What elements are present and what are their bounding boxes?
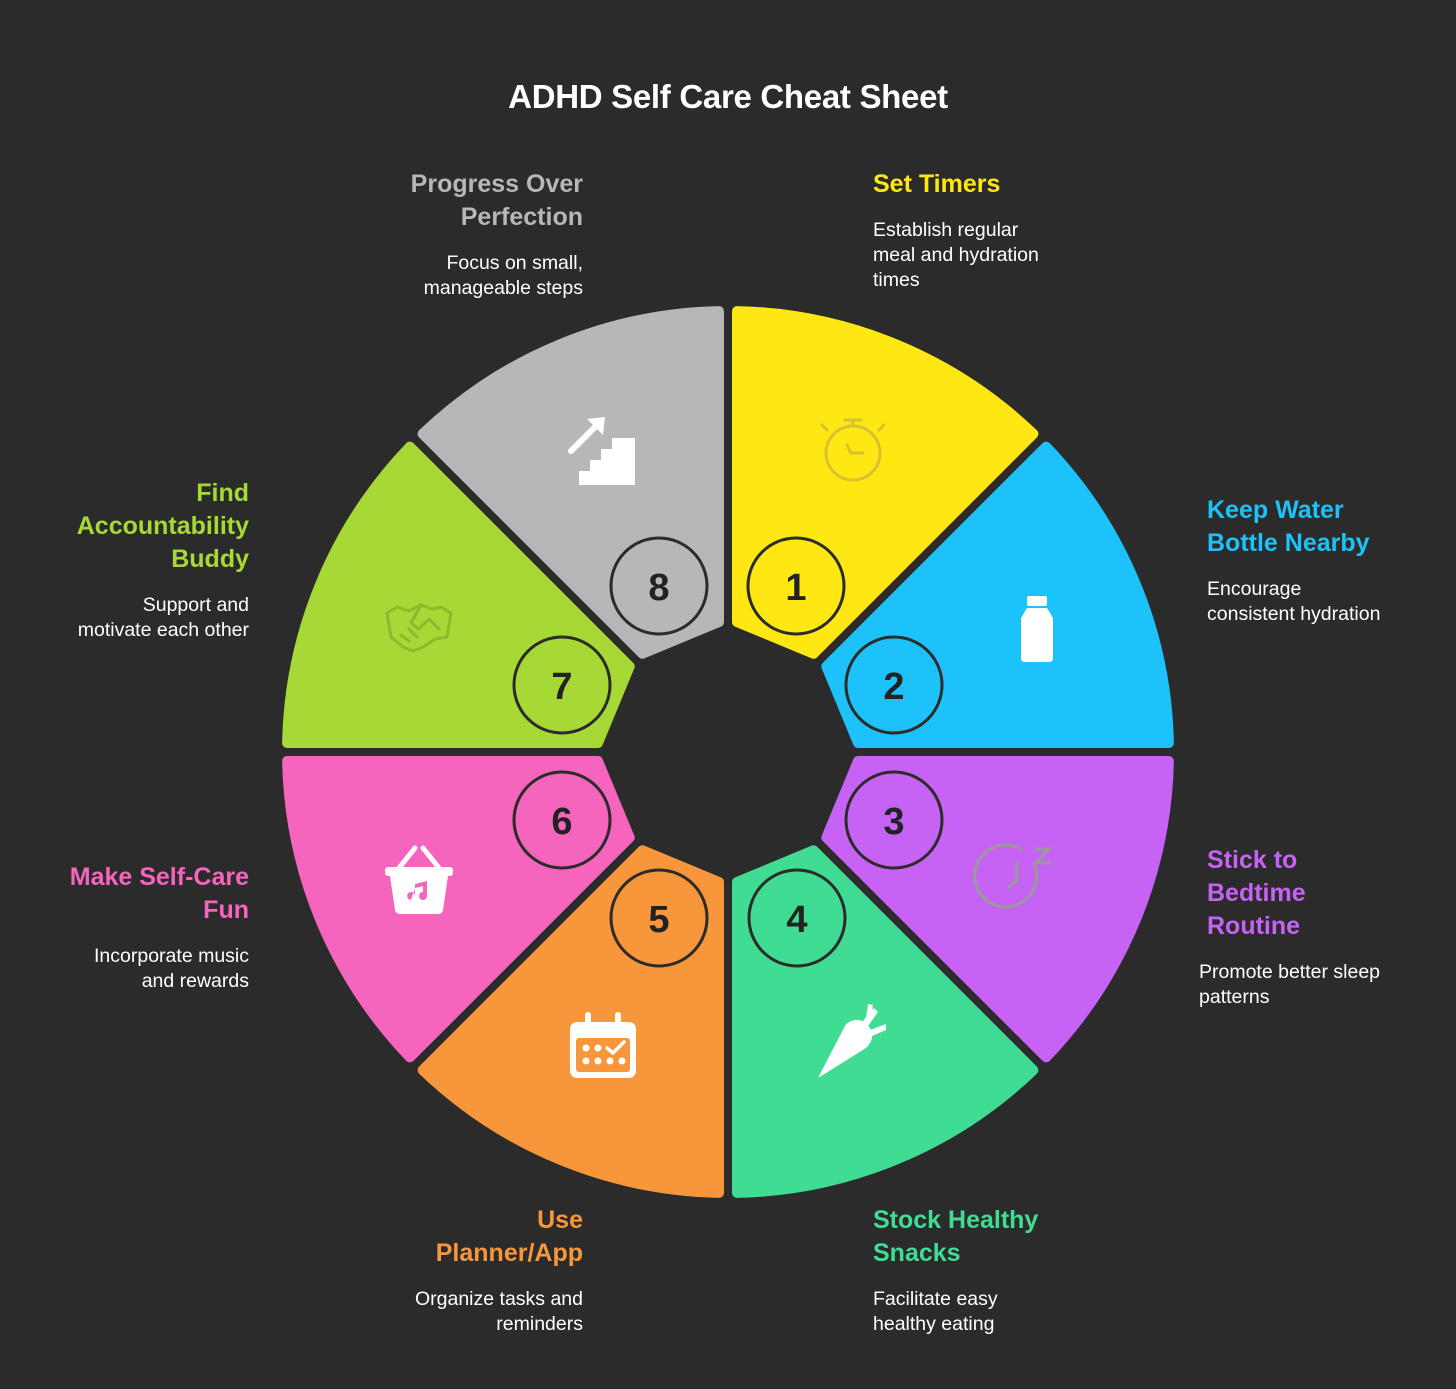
step-description: Promote better sleep patterns [1199, 960, 1456, 1010]
step-description-line: patterns [1199, 986, 1270, 1008]
step-description-line: times [873, 269, 920, 291]
step-badge-circle [609, 536, 709, 636]
step-label-2: Keep Water Bottle Nearby Encourage consiste… [1207, 494, 1456, 627]
step-description: Encourage consistent hydration [1207, 577, 1456, 627]
step-description: Organize tasks and reminders [283, 1287, 583, 1337]
step-description-line: Establish regular [873, 219, 1019, 241]
step-badge-circle [844, 635, 944, 735]
step-description-line: Encourage [1207, 578, 1302, 600]
step-badge-2: 2 [844, 635, 944, 735]
step-title-line: Accountability [76, 512, 249, 540]
step-title-line: Stick to [1207, 846, 1298, 874]
step-description-line: Promote better sleep [1199, 961, 1381, 983]
step-title-line: Routine [1207, 912, 1301, 940]
step-badge-circle [512, 770, 612, 870]
step-label-5: Use Planner/App Organize tasks and reminder… [283, 1204, 583, 1337]
carrot-icon [818, 1004, 886, 1078]
step-title-line: Planner/App [435, 1239, 583, 1267]
step-description-line: consistent hydration [1207, 603, 1381, 625]
step-title-line: Find [196, 479, 249, 507]
step-label-8: Progress Over Perfection Focus on small, ma… [283, 168, 583, 301]
calendar-icon [570, 1012, 636, 1078]
step-description-line: and rewards [141, 970, 249, 992]
step-description: Facilitate easy healthy eating [873, 1287, 1173, 1337]
step-description-line: reminders [496, 1313, 583, 1335]
step-description-line: Focus on small, [446, 252, 583, 274]
step-number: 7 [551, 666, 572, 708]
step-title: Progress Over Perfection [283, 168, 583, 234]
step-title-line: Use [537, 1206, 583, 1234]
step-badge-6: 6 [512, 770, 612, 870]
step-title-line: Snacks [873, 1239, 961, 1267]
step-number: 8 [648, 567, 669, 609]
step-description-line: meal and hydration [873, 244, 1039, 266]
music-basket-icon [385, 845, 453, 914]
step-description: Establish regular meal and hydration times [873, 218, 1173, 293]
step-title-line: Perfection [460, 203, 583, 231]
step-label-6: Make Self-Care Fun Incorporate music and re… [0, 861, 249, 994]
step-title-line: Set Timers [873, 170, 1001, 198]
water-bottle-icon [1021, 596, 1053, 662]
step-title-line: Stock Healthy [873, 1206, 1039, 1234]
step-description-line: manageable steps [423, 277, 583, 299]
sleep-clock-icon [973, 843, 1053, 909]
step-badge-3: 3 [844, 770, 944, 870]
step-title-line: Progress Over [410, 170, 583, 198]
step-title: Make Self-Care Fun [0, 861, 249, 927]
stairs-icon [568, 417, 635, 485]
step-badge-circle [747, 868, 847, 968]
step-title-line: Buddy [171, 545, 249, 573]
step-badge-7: 7 [512, 635, 612, 735]
step-label-7: Find Accountability Buddy Support and motiva… [0, 477, 249, 643]
step-number: 5 [648, 899, 669, 941]
step-number: 1 [785, 567, 806, 609]
step-description: Support and motivate each other [0, 593, 249, 643]
step-title-line: Make Self-Care [69, 863, 249, 891]
step-title: Keep Water Bottle Nearby [1207, 494, 1456, 560]
stopwatch-icon [820, 418, 886, 482]
step-label-4: Stock Healthy Snacks Facilitate easy health… [873, 1204, 1173, 1337]
step-badge-4: 4 [747, 868, 847, 968]
step-title-line: Bottle Nearby [1207, 529, 1370, 557]
step-title: Stock Healthy Snacks [873, 1204, 1173, 1270]
step-label-1: Set Timers Establish regular meal and hydr… [873, 168, 1173, 293]
step-title-line: Fun [203, 896, 249, 924]
step-badge-circle [609, 868, 709, 968]
step-title-line: Bedtime [1207, 879, 1306, 907]
step-number: 4 [786, 899, 807, 941]
step-number: 3 [883, 801, 904, 843]
step-badge-8: 8 [609, 536, 709, 636]
step-description-line: Facilitate easy [873, 1288, 998, 1310]
step-number: 6 [551, 801, 572, 843]
step-badge-circle [844, 770, 944, 870]
step-number: 2 [883, 666, 904, 708]
step-title: Set Timers [873, 168, 1173, 201]
step-title: Use Planner/App [283, 1204, 583, 1270]
step-description-line: healthy eating [873, 1313, 995, 1335]
step-badge-1: 1 [746, 536, 846, 636]
step-label-3: Stick to Bedtime Routine Promote better sle… [1199, 844, 1456, 1010]
step-description-line: Organize tasks and [414, 1288, 583, 1310]
step-description-line: Support and [142, 594, 249, 616]
page-title: ADHD Self Care Cheat Sheet [508, 78, 948, 115]
step-badge-circle [746, 536, 846, 636]
step-title-line: Keep Water [1207, 496, 1344, 524]
step-title: Find Accountability Buddy [0, 477, 249, 576]
step-description-line: motivate each other [77, 619, 249, 641]
step-description-line: Incorporate music [94, 945, 249, 967]
step-badge-5: 5 [609, 868, 709, 968]
step-description: Incorporate music and rewards [0, 944, 249, 994]
step-badge-circle [512, 635, 612, 735]
handshake-icon [385, 603, 453, 653]
step-title: Stick to Bedtime Routine [1207, 844, 1456, 943]
step-description: Focus on small, manageable steps [283, 251, 583, 301]
